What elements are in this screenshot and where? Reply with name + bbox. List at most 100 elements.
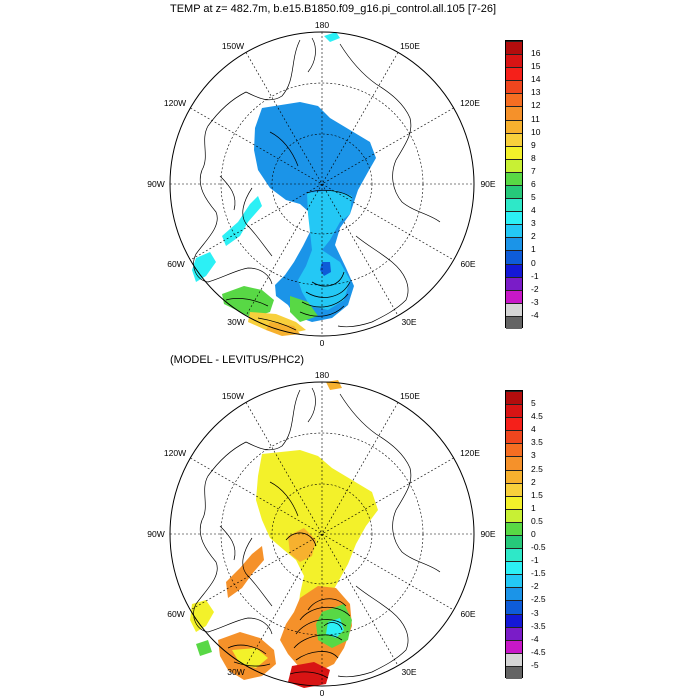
colorbar-difference: 5 4.5 4 3.5 3 2.5 2 1.5 1 0.5 0 -0.5 -1 -1.5 -2 -2.5 -3 -… [505, 390, 546, 679]
colorbar-swatch [506, 106, 522, 120]
colorbar-frame [505, 390, 523, 679]
colorbar-label: -2 [531, 283, 539, 294]
colorbar-label: -1.5 [531, 568, 546, 579]
lon-label-bottom: 0 [320, 688, 325, 698]
longitude-labels: 180 150W 150E 120W 120E 90W 90E 60W 60E 30W 30E 0 [147, 370, 496, 698]
colorbar-swatch [506, 250, 522, 264]
lon-label-ml: 90W [147, 529, 164, 539]
field-cyan-baffin [222, 196, 262, 246]
lon-label-bl: 30W [227, 667, 244, 677]
field-cyan-labrador [192, 252, 216, 282]
lon-label-bottom: 0 [320, 338, 325, 348]
polar-map-temperature: 180 150W 150E 120W 120E 90W 90E 60W 60E 30W 30E 0 [147, 20, 496, 348]
polar-map-difference: 180 150W 150E 120W 120E 90W 90E 60W 60E 30W 30E 0 [147, 370, 496, 698]
colorbar-swatch [506, 198, 522, 212]
colorbar-label: -0.5 [531, 542, 546, 553]
colorbar-swatch [506, 211, 522, 225]
colorbar-label: 13 [531, 87, 541, 98]
field-center-band [298, 190, 352, 310]
colorbar-label: 2.5 [531, 463, 543, 474]
colorbar-swatch [506, 276, 522, 290]
lon-label-tr: 150E [400, 41, 420, 51]
colorbar-swatch [506, 54, 522, 68]
colorbar-label: 3.5 [531, 437, 543, 448]
colorbar-label: 9 [531, 139, 536, 150]
colorbar-swatch [506, 302, 522, 316]
colorbar-swatch [506, 495, 522, 509]
colorbar-swatch [506, 93, 522, 107]
field-cyan-bering [324, 32, 340, 42]
colorbar-swatch [506, 508, 522, 522]
field-red-south [288, 662, 330, 688]
colorbar-swatch [506, 263, 522, 277]
longitude-labels: 180 150W 150E 120W 120E 90W 90E 60W 60E 30W 30E 0 [147, 20, 496, 348]
colorbar-swatch [506, 185, 522, 199]
colorbar-label: 11 [531, 113, 540, 124]
colorbar-label: 14 [531, 74, 541, 85]
colorbar-swatch [506, 171, 522, 185]
colorbar-swatch [506, 469, 522, 483]
colorbar-label: 0 [531, 257, 536, 268]
colorbar-swatch [506, 521, 522, 535]
coastlines [193, 387, 441, 678]
colorbar-swatch [506, 289, 522, 303]
colorbar-swatch [506, 587, 522, 601]
colorbar-label: -4.5 [531, 646, 546, 657]
colorbar-label: 0.5 [531, 515, 543, 526]
lon-label-ur: 120E [460, 98, 480, 108]
graticule [170, 382, 474, 686]
colorbar-label: 5 [531, 398, 536, 409]
colorbar-frame [505, 40, 523, 329]
coastlines [193, 37, 441, 328]
plot-title-temperature: TEMP at z= 482.7m, b.e15.B1850.f09_g16.p… [170, 3, 497, 15]
map-boundary [169, 381, 475, 687]
colorbar-label: 3 [531, 218, 536, 229]
colorbar-label: 2 [531, 231, 536, 242]
colorbar-label: -3.5 [531, 620, 546, 631]
lon-label-bl: 30W [227, 317, 244, 327]
colorbar-label: -3 [531, 296, 539, 307]
colorbar-swatch [506, 404, 522, 418]
colorbar-swatch [506, 430, 522, 444]
lon-label-ll: 60W [167, 609, 184, 619]
colorbar-label: 0 [531, 529, 536, 539]
colorbar-swatch [506, 561, 522, 575]
colorbar-swatch [506, 417, 522, 431]
colorbar-label: 4.5 [531, 411, 543, 422]
colorbar-label: -1 [531, 555, 539, 566]
colorbar-label: 6 [531, 179, 536, 189]
colorbar-label: 10 [531, 126, 541, 137]
lon-label-tl: 150W [222, 391, 244, 401]
plot-title-difference: (MODEL - LEVITUS/PHC2) [170, 354, 305, 366]
lon-label-br: 30E [401, 317, 416, 327]
field-cold-patch [320, 262, 331, 276]
colorbar-label: 1 [531, 502, 536, 513]
colorbar-swatch [506, 391, 522, 405]
colorbar-swatch [506, 535, 522, 549]
field-cyan-core [326, 618, 344, 638]
lon-label-br: 30E [401, 667, 416, 677]
graticule [170, 32, 474, 336]
colorbar-swatch [506, 574, 522, 588]
lon-label-lr: 60E [460, 259, 475, 269]
colorbar-swatch [506, 41, 522, 55]
lon-label-mr: 90E [480, 529, 495, 539]
colorbar-swatch [506, 613, 522, 627]
colorbar-label: -4 [531, 633, 539, 644]
colorbar-label: 1.5 [531, 489, 543, 500]
field-yellow-arctic [256, 450, 378, 620]
colorbar-label: 16 [531, 48, 541, 59]
colorbar-swatch [506, 145, 522, 159]
colorbar-label: -1 [531, 270, 539, 281]
colorbar-swatch [506, 67, 522, 81]
colorbar-swatch [506, 456, 522, 470]
colorbar-label: 5 [531, 192, 536, 203]
field-green-southwest [196, 640, 212, 656]
colorbar-swatch [506, 652, 522, 666]
colorbar-swatch [506, 224, 522, 238]
colorbar-swatch [506, 626, 522, 640]
lon-label-ml: 90W [147, 179, 164, 189]
colorbar-swatch [506, 132, 522, 146]
colorbar-label: 4 [531, 205, 536, 216]
colorbar-swatch [506, 443, 522, 457]
